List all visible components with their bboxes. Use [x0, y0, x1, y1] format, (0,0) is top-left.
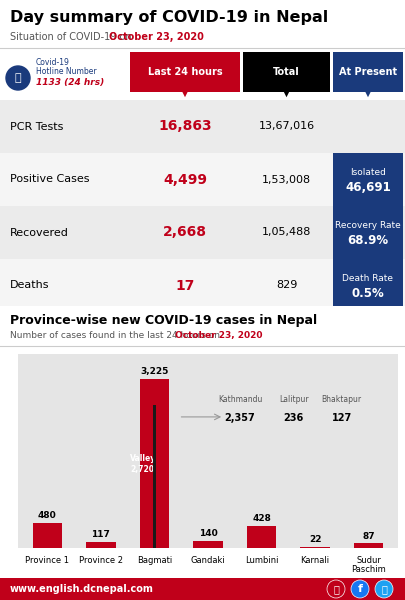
Text: 22: 22 [308, 535, 320, 544]
Text: 17: 17 [175, 278, 194, 292]
Bar [139, 379, 169, 548]
FancyBboxPatch shape [332, 206, 402, 259]
Text: 46,691: 46,691 [344, 181, 390, 194]
FancyBboxPatch shape [332, 259, 402, 312]
Text: 127: 127 [331, 413, 351, 423]
FancyBboxPatch shape [332, 153, 402, 206]
Text: 🌐: 🌐 [332, 584, 338, 594]
Text: 1133 (24 hrs): 1133 (24 hrs) [36, 78, 104, 87]
Text: Total: Total [273, 67, 299, 77]
Text: Deaths: Deaths [10, 280, 49, 290]
Text: 480: 480 [38, 511, 57, 520]
Text: Source: Ministry of Health and Population: Source: Ministry of Health and Populatio… [8, 578, 166, 587]
FancyBboxPatch shape [0, 100, 405, 153]
Text: 4,499: 4,499 [162, 173, 207, 187]
Text: 68.9%: 68.9% [347, 234, 388, 247]
Text: 1,53,008: 1,53,008 [261, 175, 310, 185]
FancyBboxPatch shape [243, 52, 329, 92]
Circle shape [350, 580, 368, 598]
Bar [86, 542, 115, 548]
Text: Isolated: Isolated [349, 168, 385, 177]
Text: 2,357: 2,357 [224, 413, 255, 423]
Circle shape [326, 580, 344, 598]
FancyBboxPatch shape [0, 206, 405, 259]
Circle shape [374, 580, 392, 598]
Bar [246, 526, 275, 548]
Text: Hotline Number: Hotline Number [36, 67, 96, 76]
Text: 87: 87 [361, 532, 374, 541]
FancyBboxPatch shape [332, 52, 402, 92]
Text: October 23, 2020: October 23, 2020 [174, 331, 262, 340]
Text: Positive Cases: Positive Cases [10, 175, 89, 185]
Text: At Present: At Present [338, 67, 396, 77]
Text: Valley
2,720: Valley 2,720 [129, 454, 156, 474]
Bar [353, 544, 382, 548]
Text: 13,67,016: 13,67,016 [258, 121, 314, 131]
Text: October 23, 2020: October 23, 2020 [109, 32, 203, 42]
Text: Recovered: Recovered [10, 227, 69, 238]
FancyBboxPatch shape [0, 259, 405, 312]
Text: www.english.dcnepal.com: www.english.dcnepal.com [10, 584, 153, 594]
Bar [300, 547, 329, 548]
FancyBboxPatch shape [130, 52, 239, 92]
Text: Death Rate: Death Rate [342, 274, 392, 283]
Text: Bhaktapur: Bhaktapur [321, 395, 361, 404]
Text: Recovery Rate: Recovery Rate [334, 221, 400, 230]
Text: 117: 117 [91, 530, 110, 539]
Text: 140: 140 [198, 529, 217, 538]
Text: 16,863: 16,863 [158, 119, 211, 133]
Circle shape [6, 66, 30, 90]
Text: Day summary of COVID-19 in Nepal: Day summary of COVID-19 in Nepal [10, 10, 327, 25]
Text: 2,668: 2,668 [162, 226, 207, 239]
FancyBboxPatch shape [0, 578, 405, 600]
Text: 236: 236 [283, 413, 303, 423]
Text: Province-wise new COVID-19 cases in Nepal: Province-wise new COVID-19 cases in Nepa… [10, 314, 316, 327]
Bar [193, 541, 222, 548]
Text: Last 24 hours: Last 24 hours [147, 67, 222, 77]
Text: 1,05,488: 1,05,488 [261, 227, 310, 238]
Text: Lalitpur: Lalitpur [278, 395, 308, 404]
Text: Situation of COVID-19 on: Situation of COVID-19 on [10, 32, 134, 42]
Bar [152, 406, 156, 548]
Text: 0.5%: 0.5% [351, 287, 384, 300]
Text: Number of cases found in the last 24 hours on: Number of cases found in the last 24 hou… [10, 331, 222, 340]
Text: f: f [357, 584, 362, 594]
Bar [33, 523, 62, 548]
Text: 📞: 📞 [15, 73, 21, 83]
Text: 428: 428 [252, 514, 270, 523]
Text: Kathmandu: Kathmandu [217, 395, 262, 404]
Text: Covid-19: Covid-19 [36, 58, 70, 67]
Text: 829: 829 [275, 280, 296, 290]
FancyBboxPatch shape [0, 153, 405, 206]
Text: 🐦: 🐦 [380, 584, 386, 594]
Text: PCR Tests: PCR Tests [10, 121, 63, 131]
Text: 3,225: 3,225 [140, 367, 168, 376]
